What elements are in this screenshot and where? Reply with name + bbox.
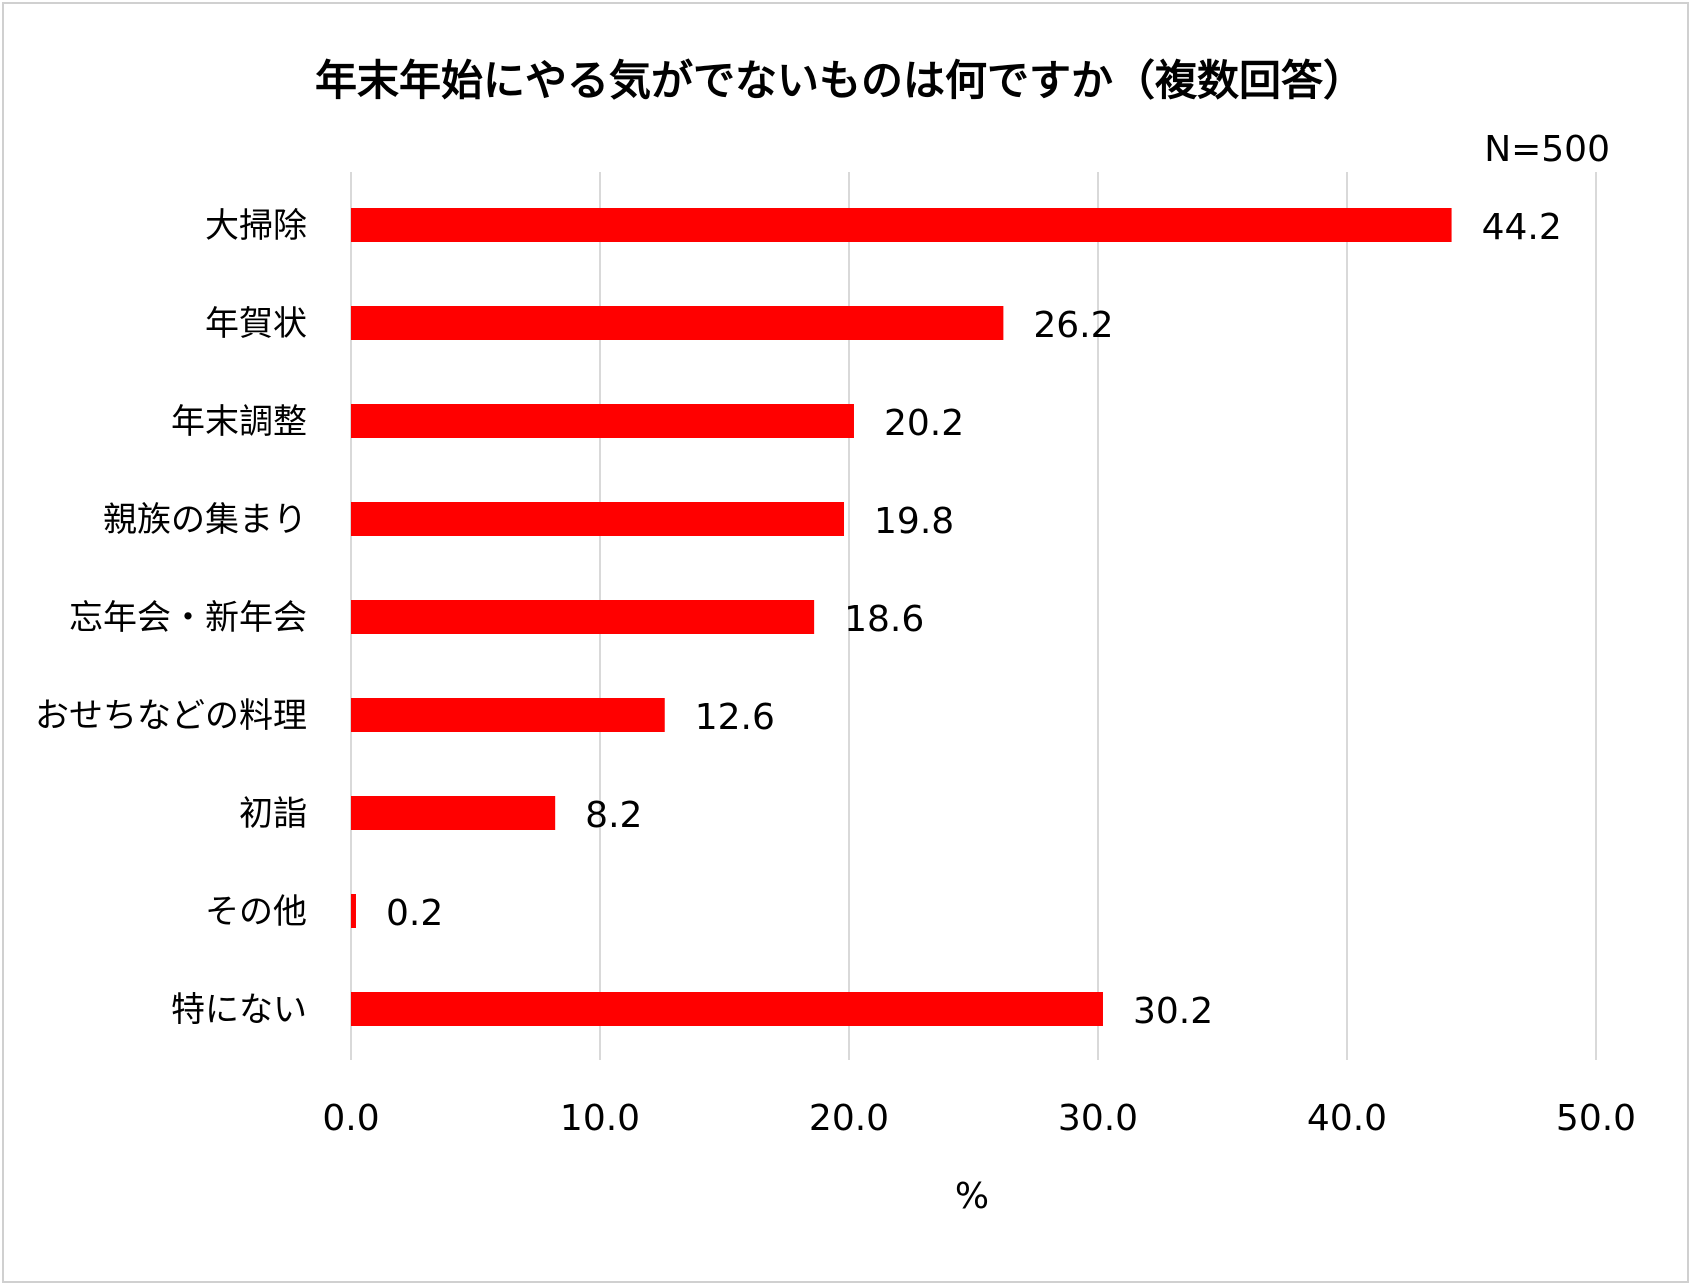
- bars: [351, 208, 1452, 1026]
- category-label: 大掃除: [205, 206, 307, 246]
- category-label: 年末調整: [171, 402, 307, 442]
- bar: [351, 698, 665, 732]
- bar: [351, 404, 854, 438]
- bar: [351, 600, 815, 634]
- bar: [351, 208, 1452, 242]
- x-tick-label: 10.0: [560, 1098, 640, 1139]
- x-axis-title: %: [955, 1176, 989, 1217]
- data-label: 8.2: [585, 795, 642, 836]
- x-tick-label: 40.0: [1307, 1098, 1387, 1139]
- category-label: 年賀状: [205, 304, 307, 344]
- category-label: 忘年会・新年会: [69, 598, 307, 638]
- bar: [351, 796, 556, 830]
- data-label: 12.6: [695, 697, 775, 738]
- category-label: 親族の集まり: [103, 500, 307, 540]
- category-label: 初詣: [239, 794, 307, 834]
- chart-title: 年末年始にやる気がでないものは何ですか（複数回答）: [315, 56, 1365, 105]
- x-tick-labels: 0.0 10.0 20.0 30.0 40.0 50.0: [322, 1098, 1636, 1139]
- category-label: 特にない: [171, 990, 307, 1030]
- bar: [351, 306, 1004, 340]
- data-label: 26.2: [1033, 305, 1113, 346]
- bar: [351, 992, 1103, 1026]
- category-label: おせちなどの料理: [35, 696, 307, 736]
- x-tick-label: 30.0: [1058, 1098, 1138, 1139]
- data-label: 18.6: [844, 599, 924, 640]
- category-label: その他: [205, 892, 307, 932]
- x-tick-label: 50.0: [1556, 1098, 1636, 1139]
- value-labels: 44.2 26.2 20.2 19.8 18.6 12.6 8.2 0.2 30.2: [386, 207, 1562, 1032]
- data-label: 19.8: [874, 501, 954, 542]
- data-label: 30.2: [1133, 991, 1213, 1032]
- data-label: 0.2: [386, 893, 443, 934]
- data-label: 44.2: [1482, 207, 1562, 248]
- bar: [351, 502, 845, 536]
- bar: [351, 894, 356, 928]
- x-tick-label: 20.0: [809, 1098, 889, 1139]
- data-label: 20.2: [884, 403, 964, 444]
- sample-size-note: N=500: [1484, 129, 1610, 170]
- x-tick-label: 0.0: [322, 1098, 379, 1139]
